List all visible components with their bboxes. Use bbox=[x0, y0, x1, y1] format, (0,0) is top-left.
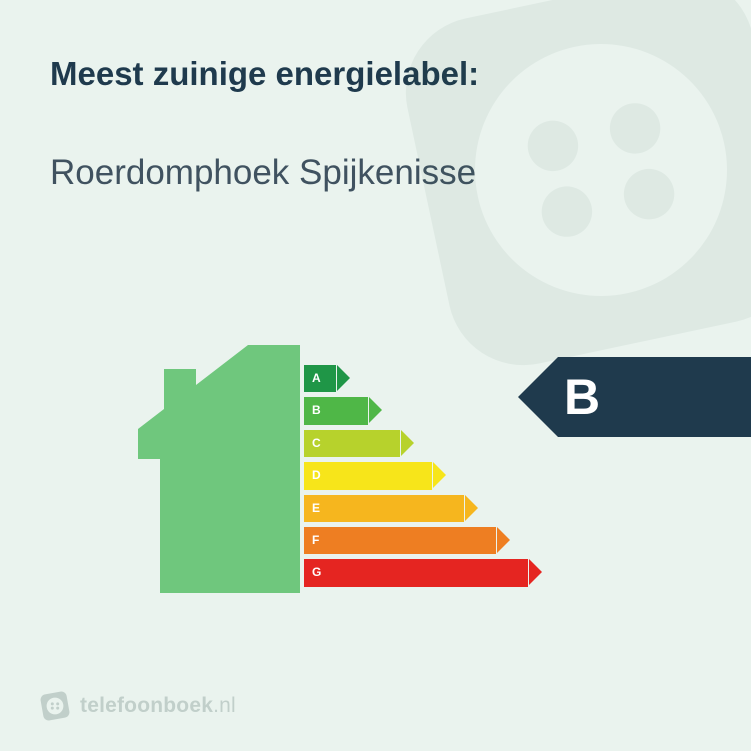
energy-bar-label: F bbox=[312, 527, 319, 554]
footer-brand-light: .nl bbox=[213, 694, 236, 717]
house-icon bbox=[138, 345, 300, 593]
footer-logo-icon bbox=[40, 691, 70, 721]
energy-bar-label: E bbox=[312, 495, 320, 522]
energy-bar-label: A bbox=[312, 365, 321, 392]
footer: telefoonboek.nl bbox=[40, 691, 236, 721]
energy-label-card: Meest zuinige energielabel: Roerdomphoek… bbox=[0, 0, 751, 751]
energy-bar-label: B bbox=[312, 397, 321, 424]
card-subtitle: Roerdomphoek Spijkenisse bbox=[50, 153, 701, 193]
rating-tag-arrow bbox=[518, 357, 558, 437]
energy-bar-label: D bbox=[312, 462, 321, 489]
rating-letter: B bbox=[558, 357, 751, 437]
energy-chart: ABCDEFG B bbox=[138, 345, 751, 605]
card-title: Meest zuinige energielabel: bbox=[50, 55, 701, 93]
energy-bar-label: G bbox=[312, 559, 321, 586]
footer-brand: telefoonboek.nl bbox=[80, 694, 236, 718]
rating-tag: B bbox=[518, 357, 751, 437]
energy-bar-label: C bbox=[312, 430, 321, 457]
footer-brand-bold: telefoonboek bbox=[80, 694, 213, 717]
